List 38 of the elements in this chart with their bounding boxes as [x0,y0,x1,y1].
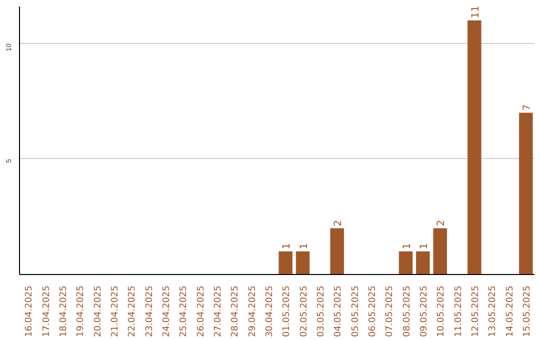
x-tick-label: 25.04.2025 [179,286,190,338]
x-tick-label: 13.05.2025 [488,286,498,338]
data-label: 11 [470,6,482,18]
x-tick-label: 18.04.2025 [58,286,69,338]
x-tick-label: 09.05.2025 [419,286,430,338]
x-tick-label: 10.05.2025 [436,286,447,338]
x-tick-label: 23.04.2025 [144,286,155,338]
data-label: 1 [402,243,413,250]
x-tick-label: 15.05.2025 [522,286,532,338]
x-tick-label: 20.04.2025 [93,286,104,338]
x-tick-label: 02.05.2025 [299,286,310,338]
x-tick-label: 07.05.2025 [385,286,396,338]
data-label: 1 [282,243,293,250]
x-tick-label: 29.04.2025 [248,286,258,338]
x-tick-label: 05.05.2025 [350,286,361,338]
x-tick-label: 17.04.2025 [42,286,52,338]
data-label: 2 [436,220,448,226]
x-tick-label: 27.04.2025 [213,286,224,338]
x-tick-label: 12.05.2025 [470,286,481,338]
x-tick-label: 11.05.2025 [454,286,464,338]
data-label: 1 [298,243,310,250]
x-tick-label: 30.04.2025 [264,286,275,338]
x-tick-label: 26.04.2025 [196,286,206,338]
data-label: 7 [522,104,533,111]
x-tick-label: 01.05.2025 [282,286,292,338]
x-tick-label: 06.05.2025 [368,286,378,338]
x-tick-label: 22.04.2025 [128,286,138,338]
data-label: 2 [333,220,344,226]
x-tick-label: 24.04.2025 [162,286,172,338]
x-tick-label: 16.04.2025 [24,286,35,338]
x-tick-label: 03.05.2025 [316,286,326,338]
x-tick-label: 08.05.2025 [402,286,412,338]
x-tick-label: 28.04.2025 [230,286,241,338]
data-label: 1 [418,243,430,250]
x-tick-label: 04.05.2025 [334,286,344,338]
x-tick-label: 19.04.2025 [76,286,86,338]
x-tick-label: 14.05.2025 [505,286,516,338]
x-tick-label: 21.04.2025 [110,286,120,338]
